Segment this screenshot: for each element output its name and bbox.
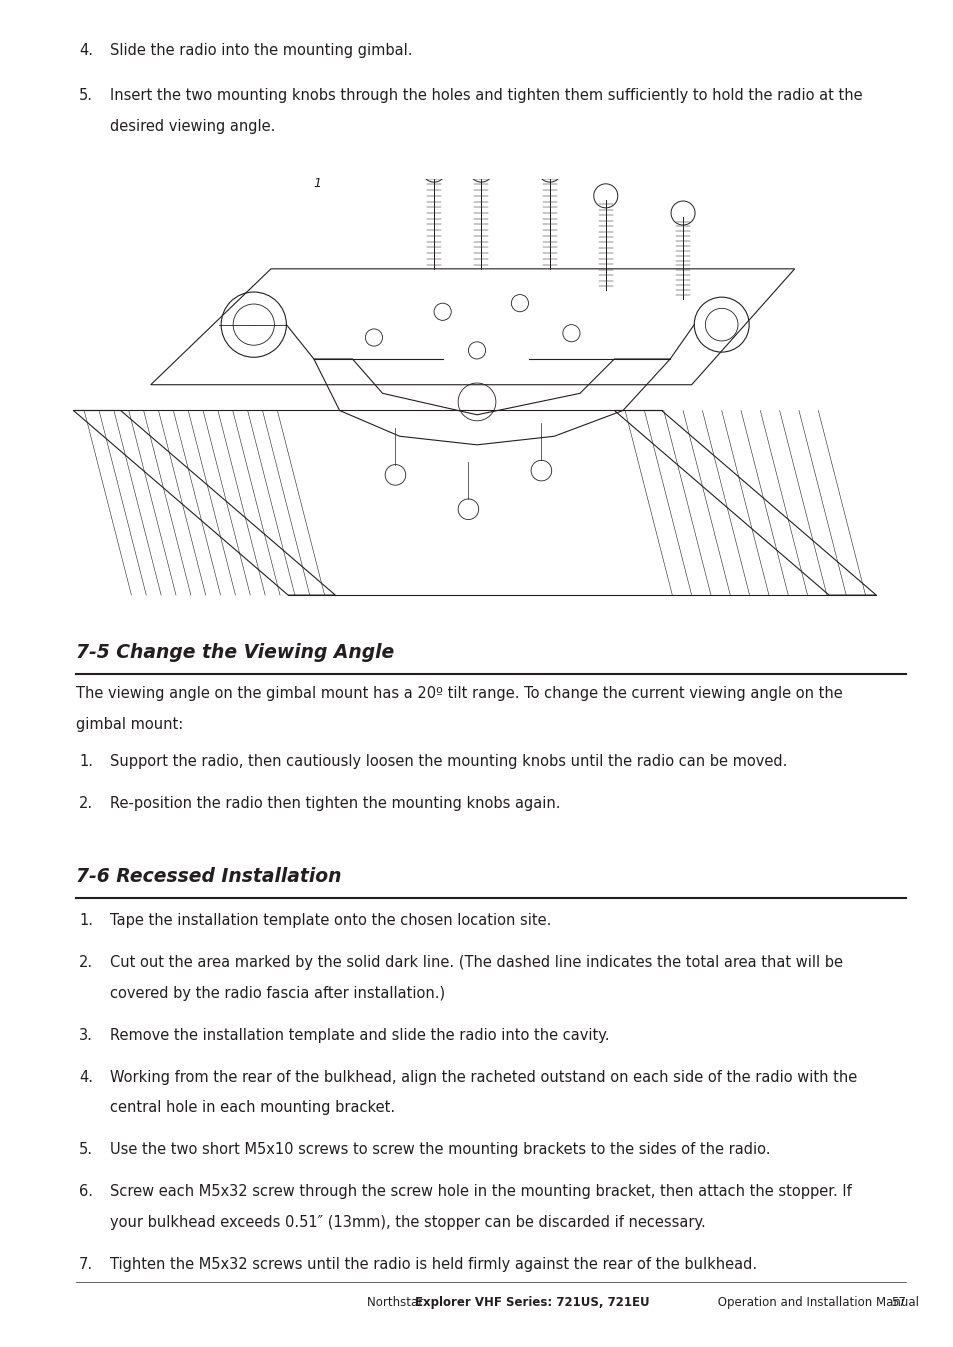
Text: your bulkhead exceeds 0.51″ (13mm), the stopper can be discarded if necessary.: your bulkhead exceeds 0.51″ (13mm), the … xyxy=(110,1215,704,1230)
Text: gimbal mount:: gimbal mount: xyxy=(76,717,183,731)
Text: desired viewing angle.: desired viewing angle. xyxy=(110,119,274,133)
Text: Remove the installation template and slide the radio into the cavity.: Remove the installation template and sli… xyxy=(110,1028,609,1043)
Text: central hole in each mounting bracket.: central hole in each mounting bracket. xyxy=(110,1100,395,1115)
Text: 6.: 6. xyxy=(79,1184,93,1199)
Text: 57: 57 xyxy=(890,1296,905,1309)
Text: 7.: 7. xyxy=(79,1257,93,1272)
Text: Tighten the M5x32 screws until the radio is held firmly against the rear of the : Tighten the M5x32 screws until the radio… xyxy=(110,1257,756,1272)
Text: Use the two short M5x10 screws to screw the mounting brackets to the sides of th: Use the two short M5x10 screws to screw … xyxy=(110,1142,769,1157)
Text: 3.: 3. xyxy=(79,1028,93,1043)
Text: Cut out the area marked by the solid dark line. (The dashed line indicates the t: Cut out the area marked by the solid dar… xyxy=(110,955,841,970)
Text: 1.: 1. xyxy=(79,754,93,769)
Text: 5.: 5. xyxy=(79,1142,93,1157)
Text: 1: 1 xyxy=(314,178,321,190)
Text: 5.: 5. xyxy=(79,88,93,102)
Text: 1.: 1. xyxy=(79,913,93,928)
Text: Operation and Installation Manual: Operation and Installation Manual xyxy=(713,1296,918,1309)
Text: Explorer VHF Series: 721US, 721EU: Explorer VHF Series: 721US, 721EU xyxy=(415,1296,649,1309)
Text: 7-5 Change the Viewing Angle: 7-5 Change the Viewing Angle xyxy=(76,643,395,661)
Text: The viewing angle on the gimbal mount has a 20º tilt range. To change the curren: The viewing angle on the gimbal mount ha… xyxy=(76,686,842,700)
Text: Re-position the radio then tighten the mounting knobs again.: Re-position the radio then tighten the m… xyxy=(110,796,559,811)
Text: 4.: 4. xyxy=(79,1070,93,1084)
Text: Slide the radio into the mounting gimbal.: Slide the radio into the mounting gimbal… xyxy=(110,43,412,58)
Text: covered by the radio fascia after installation.): covered by the radio fascia after instal… xyxy=(110,986,444,1001)
Text: Screw each M5x32 screw through the screw hole in the mounting bracket, then atta: Screw each M5x32 screw through the screw… xyxy=(110,1184,851,1199)
Text: 4.: 4. xyxy=(79,43,93,58)
Text: Tape the installation template onto the chosen location site.: Tape the installation template onto the … xyxy=(110,913,551,928)
Text: 7-6 Recessed Installation: 7-6 Recessed Installation xyxy=(76,867,341,886)
Text: Support the radio, then cautiously loosen the mounting knobs until the radio can: Support the radio, then cautiously loose… xyxy=(110,754,786,769)
Text: Insert the two mounting knobs through the holes and tighten them sufficiently to: Insert the two mounting knobs through th… xyxy=(110,88,862,102)
Text: 2.: 2. xyxy=(79,955,93,970)
Text: Northstar: Northstar xyxy=(367,1296,427,1309)
Text: 2.: 2. xyxy=(79,796,93,811)
Text: Working from the rear of the bulkhead, align the racheted outstand on each side : Working from the rear of the bulkhead, a… xyxy=(110,1070,856,1084)
